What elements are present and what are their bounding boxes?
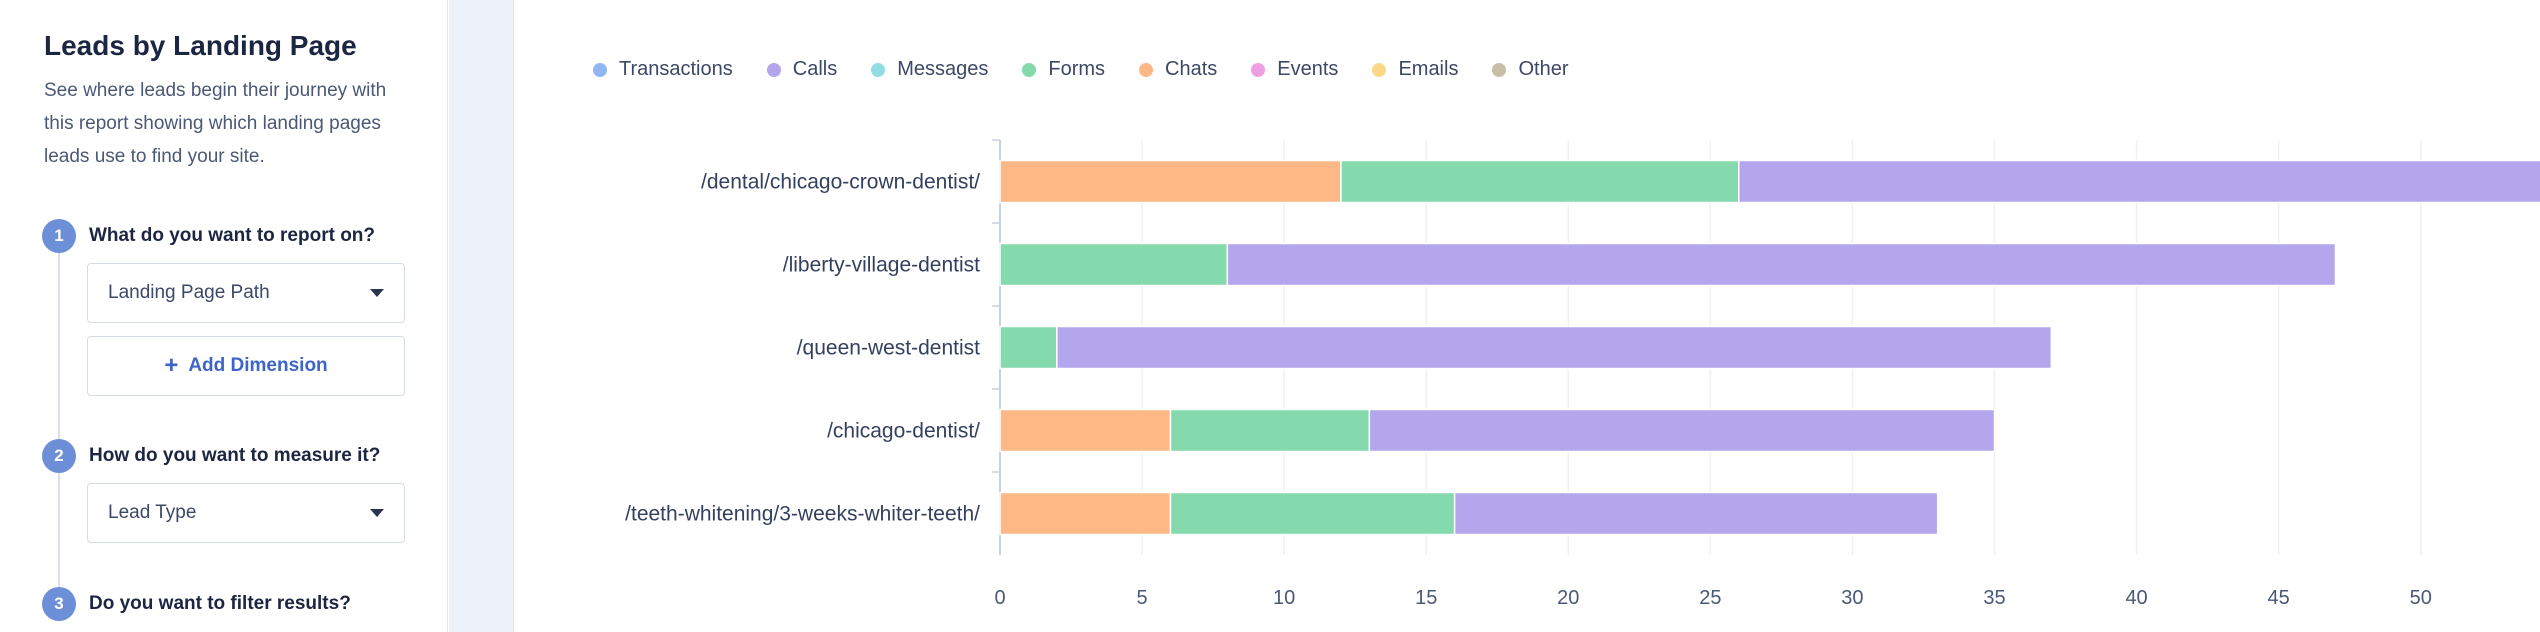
x-tick-label: 10 — [1273, 587, 1295, 609]
legend-swatch — [1251, 62, 1266, 77]
legend-item-emails[interactable]: Emails — [1372, 58, 1458, 81]
x-tick-label: 40 — [2125, 587, 2147, 609]
legend-item-messages[interactable]: Messages — [871, 58, 988, 81]
legend-label: Messages — [897, 58, 989, 80]
legend-label: Calls — [792, 58, 838, 80]
measure-select[interactable]: Lead Type — [87, 483, 405, 543]
legend-item-other[interactable]: Other — [1492, 58, 1568, 81]
legend-swatch — [1372, 62, 1387, 77]
legend-item-calls[interactable]: Calls — [766, 58, 838, 81]
legend-label: Emails — [1398, 58, 1459, 80]
bar-segment-forms[interactable] — [999, 242, 1229, 287]
bar-segment-calls[interactable] — [1738, 159, 2540, 204]
x-tick-label: 45 — [2268, 587, 2290, 609]
legend-item-chats[interactable]: Chats — [1139, 58, 1217, 81]
legend-swatch — [766, 62, 781, 77]
category-label: /liberty-village-dentist — [783, 254, 980, 277]
legend-label: Transactions — [619, 58, 733, 80]
category-label: /teeth-whitening/3-weeks-whiter-teeth/ — [625, 503, 980, 526]
chart-legend: Transactions Calls Messages Forms Chats Event… — [593, 58, 1602, 81]
category-label: /chicago-dentist/ — [827, 420, 980, 443]
x-tick-label: 20 — [1557, 587, 1579, 609]
bar-segment-forms[interactable] — [1169, 408, 1371, 453]
x-tick-label: 15 — [1415, 587, 1437, 609]
bar-segment-calls[interactable] — [1368, 408, 1996, 453]
bar-segment-chats[interactable] — [999, 408, 1172, 453]
step-2-title: How do you want to measure it? — [89, 445, 381, 466]
dimension-select[interactable]: Landing Page Path — [87, 263, 405, 323]
bar-segment-forms[interactable] — [1340, 159, 1740, 204]
step-1-title: What do you want to report on? — [89, 225, 376, 246]
bar-segment-forms[interactable] — [999, 325, 1058, 370]
x-tick-label: 50 — [2410, 587, 2432, 609]
dimension-select-value: Landing Page Path — [108, 282, 270, 303]
legend-swatch — [1492, 62, 1507, 77]
legend-swatch — [871, 62, 886, 77]
step-3-badge: 3 — [42, 587, 76, 621]
bar-segment-chats[interactable] — [999, 159, 1342, 204]
legend-swatch — [1022, 62, 1037, 77]
legend-swatch — [593, 62, 607, 77]
report-title: Leads by Landing Page — [44, 30, 357, 61]
bar-segment-chats[interactable] — [999, 491, 1172, 536]
plus-icon: + — [164, 352, 179, 379]
bar-segment-calls[interactable] — [1453, 491, 1939, 536]
report-sidebar: Leads by Landing Page See where leads be… — [0, 0, 448, 632]
step-3-title: Do you want to filter results? — [89, 593, 351, 614]
report-description: See where leads begin their journey with… — [44, 80, 387, 167]
add-dimension-label: Add Dimension — [188, 355, 328, 376]
legend-label: Forms — [1048, 58, 1106, 80]
legend-swatch — [1139, 62, 1154, 77]
step-2-badge: 2 — [42, 439, 76, 473]
x-tick-label: 25 — [1699, 587, 1721, 609]
step-1-badge: 1 — [42, 219, 76, 253]
stacked-bar-chart: 0510152025303540455055606570/dental/chic… — [625, 139, 2540, 609]
legend-label: Chats — [1165, 58, 1218, 80]
legend-label: Other — [1518, 58, 1569, 80]
legend-item-events[interactable]: Events — [1251, 58, 1338, 81]
category-label: /queen-west-dentist — [797, 337, 980, 360]
legend-item-transactions[interactable]: Transactions — [593, 58, 733, 81]
bar-segment-calls[interactable] — [1226, 242, 2337, 287]
layout-gutter — [449, 0, 514, 632]
x-tick-label: 35 — [1983, 587, 2005, 609]
bar-segment-forms[interactable] — [1169, 491, 1456, 536]
legend-item-forms[interactable]: Forms — [1022, 58, 1105, 81]
steps-connector — [58, 248, 60, 598]
x-tick-label: 0 — [994, 587, 1005, 609]
chart-panel: Transactions Calls Messages Forms Chats Event… — [515, 0, 2540, 632]
category-label: /dental/chicago-crown-dentist/ — [701, 171, 980, 194]
x-tick-label: 5 — [1137, 587, 1148, 609]
x-tick-label: 30 — [1841, 587, 1863, 609]
chevron-down-icon — [370, 289, 384, 297]
measure-select-value: Lead Type — [108, 502, 197, 523]
chevron-down-icon — [370, 509, 384, 517]
bar-segment-calls[interactable] — [1056, 325, 2053, 370]
legend-label: Events — [1277, 58, 1339, 80]
add-dimension-button[interactable]: + Add Dimension — [87, 336, 405, 396]
